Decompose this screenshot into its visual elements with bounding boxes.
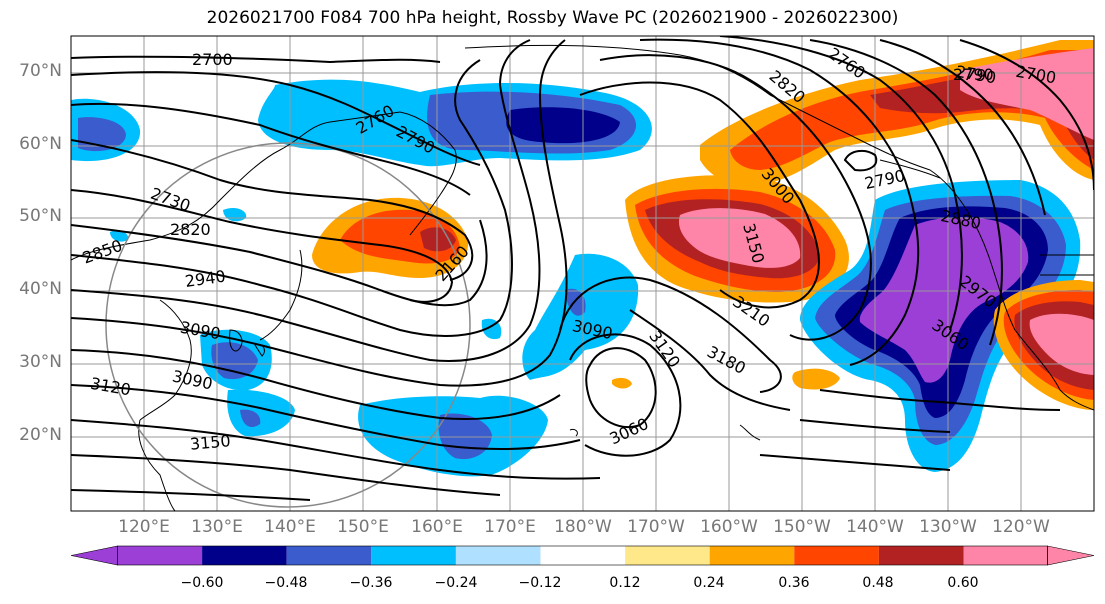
lon-tick: 140°W: [846, 517, 904, 537]
colorbar-tick: −0.60: [180, 575, 224, 591]
colorbar-extend-max: [1047, 545, 1095, 566]
contour-label: 2790: [863, 166, 907, 193]
colorbar-tick: −0.48: [264, 575, 308, 591]
lon-tick: 160°W: [700, 517, 758, 537]
lon-tick: 120°E: [118, 517, 170, 537]
map-title: 2026021700 F084 700 hPa height, Rossby W…: [206, 8, 899, 28]
contour-label: 2820: [170, 220, 211, 239]
contour-label: 3150: [189, 431, 231, 453]
colorbar-swatch: [709, 546, 795, 565]
lat-tick: 60°N: [19, 134, 62, 154]
colorbar-swatch: [963, 546, 1048, 565]
plot-frame: [70, 35, 1095, 512]
contour-label: 3090: [179, 318, 222, 344]
lon-tick: 140°E: [264, 517, 316, 537]
lon-tick: 160°E: [411, 517, 463, 537]
lat-tick: 70°N: [19, 61, 62, 81]
lon-tick: 170°E: [484, 517, 536, 537]
colorbar-swatch: [625, 546, 710, 565]
colorbar-extend-min: [70, 545, 118, 566]
lon-tick: 180°W: [554, 517, 612, 537]
colorbar-tick: 0.36: [778, 575, 810, 591]
colorbar-swatch: [202, 546, 287, 565]
colorbar: [70, 545, 1095, 566]
colorbar-tick: 0.48: [862, 575, 894, 591]
colorbar-tick: −0.24: [434, 575, 478, 591]
colorbar-swatch: [371, 546, 456, 565]
contour-label: 3120: [645, 327, 684, 371]
range-circle: [105, 142, 471, 508]
lon-tick: 120°W: [992, 517, 1050, 537]
lat-tick: 20°N: [19, 425, 62, 445]
colorbar-swatch: [117, 546, 203, 565]
lon-tick: 150°W: [773, 517, 831, 537]
coastlines: [71, 44, 1094, 511]
contour-label: 3180: [704, 342, 749, 378]
colorbar-swatch: [286, 546, 372, 565]
contour-label: 2730: [148, 184, 193, 216]
lat-tick: 30°N: [19, 352, 62, 372]
lat-tick: 50°N: [19, 206, 62, 226]
colorbar-tick: 0.60: [947, 575, 979, 591]
colorbar-swatch: [878, 546, 964, 565]
contour-label: 3120: [89, 374, 132, 400]
colorbar-tick: −0.12: [518, 575, 562, 591]
lon-tick: 130°W: [919, 517, 977, 537]
colorbar-swatch: [455, 546, 541, 565]
colorbar-swatch: [540, 546, 626, 565]
colorbar-frame: [117, 545, 1048, 566]
lon-tick: 130°E: [191, 517, 243, 537]
colorbar-tick: −0.36: [349, 575, 393, 591]
height-contours: [71, 36, 1094, 501]
contour-label: 3060: [606, 414, 651, 448]
lat-tick: 40°N: [19, 279, 62, 299]
contour-label: 2790: [953, 65, 994, 84]
contour-label: 2760: [825, 44, 869, 83]
colorbar-tick: 0.12: [609, 575, 641, 591]
lon-tick: 170°W: [627, 517, 685, 537]
colorbar-swatch: [794, 546, 879, 565]
colorbar-tick: 0.24: [693, 575, 725, 591]
lon-tick: 150°E: [337, 517, 389, 537]
contour-label: 2850: [80, 236, 125, 268]
contour-label: 2700: [192, 50, 233, 69]
